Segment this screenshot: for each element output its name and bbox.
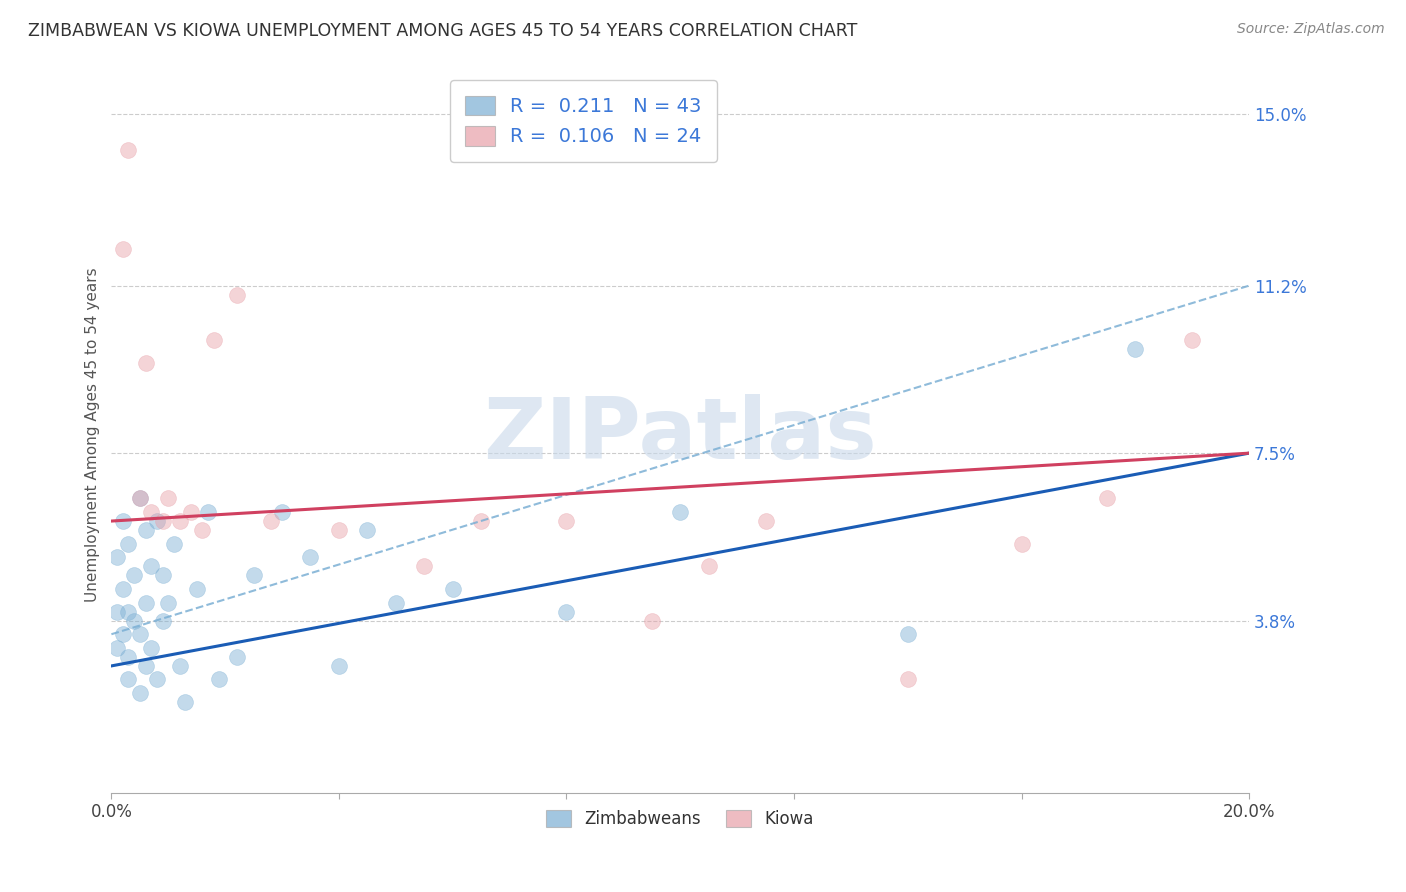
Kiowa [152,514,174,528]
Zimbabweans [157,595,180,609]
Kiowa [169,514,191,528]
Zimbabweans [1123,342,1146,356]
Kiowa [157,491,180,506]
Zimbabweans [208,673,231,687]
Zimbabweans [186,582,208,596]
Kiowa [328,523,350,537]
Legend: Zimbabweans, Kiowa: Zimbabweans, Kiowa [540,803,821,834]
Text: ZIPatlas: ZIPatlas [484,393,877,476]
Zimbabweans [152,568,174,582]
Zimbabweans [117,649,139,664]
Zimbabweans [174,695,197,709]
Zimbabweans [122,568,145,582]
Zimbabweans [117,537,139,551]
Kiowa [225,287,247,301]
Kiowa [128,491,150,506]
Zimbabweans [105,640,128,655]
Kiowa [117,143,139,157]
Kiowa [260,514,283,528]
Zimbabweans [128,686,150,700]
Zimbabweans [146,673,169,687]
Zimbabweans [897,627,920,641]
Kiowa [897,673,920,687]
Zimbabweans [242,568,264,582]
Zimbabweans [555,605,578,619]
Kiowa [641,614,664,628]
Zimbabweans [385,595,408,609]
Zimbabweans [328,659,350,673]
Kiowa [1095,491,1118,506]
Zimbabweans [441,582,464,596]
Kiowa [202,333,225,347]
Zimbabweans [128,491,150,506]
Zimbabweans [111,514,134,528]
Zimbabweans [105,605,128,619]
Zimbabweans [122,614,145,628]
Kiowa [111,243,134,257]
Kiowa [180,505,202,519]
Kiowa [413,559,436,574]
Kiowa [754,514,776,528]
Zimbabweans [111,582,134,596]
Zimbabweans [111,627,134,641]
Zimbabweans [117,605,139,619]
Zimbabweans [356,523,378,537]
Zimbabweans [225,649,247,664]
Zimbabweans [146,514,169,528]
Zimbabweans [105,550,128,565]
Zimbabweans [163,537,186,551]
Zimbabweans [135,595,157,609]
Zimbabweans [669,505,692,519]
Kiowa [555,514,578,528]
Zimbabweans [135,523,157,537]
Zimbabweans [117,673,139,687]
Zimbabweans [152,614,174,628]
Zimbabweans [271,505,294,519]
Zimbabweans [299,550,322,565]
Zimbabweans [197,505,219,519]
Y-axis label: Unemployment Among Ages 45 to 54 years: Unemployment Among Ages 45 to 54 years [86,268,100,602]
Zimbabweans [141,559,163,574]
Kiowa [141,505,163,519]
Kiowa [191,523,214,537]
Kiowa [697,559,720,574]
Zimbabweans [135,659,157,673]
Text: Source: ZipAtlas.com: Source: ZipAtlas.com [1237,22,1385,37]
Kiowa [1011,537,1033,551]
Kiowa [470,514,492,528]
Zimbabweans [128,627,150,641]
Kiowa [135,356,157,370]
Zimbabweans [141,640,163,655]
Zimbabweans [169,659,191,673]
Kiowa [1181,333,1204,347]
Text: ZIMBABWEAN VS KIOWA UNEMPLOYMENT AMONG AGES 45 TO 54 YEARS CORRELATION CHART: ZIMBABWEAN VS KIOWA UNEMPLOYMENT AMONG A… [28,22,858,40]
